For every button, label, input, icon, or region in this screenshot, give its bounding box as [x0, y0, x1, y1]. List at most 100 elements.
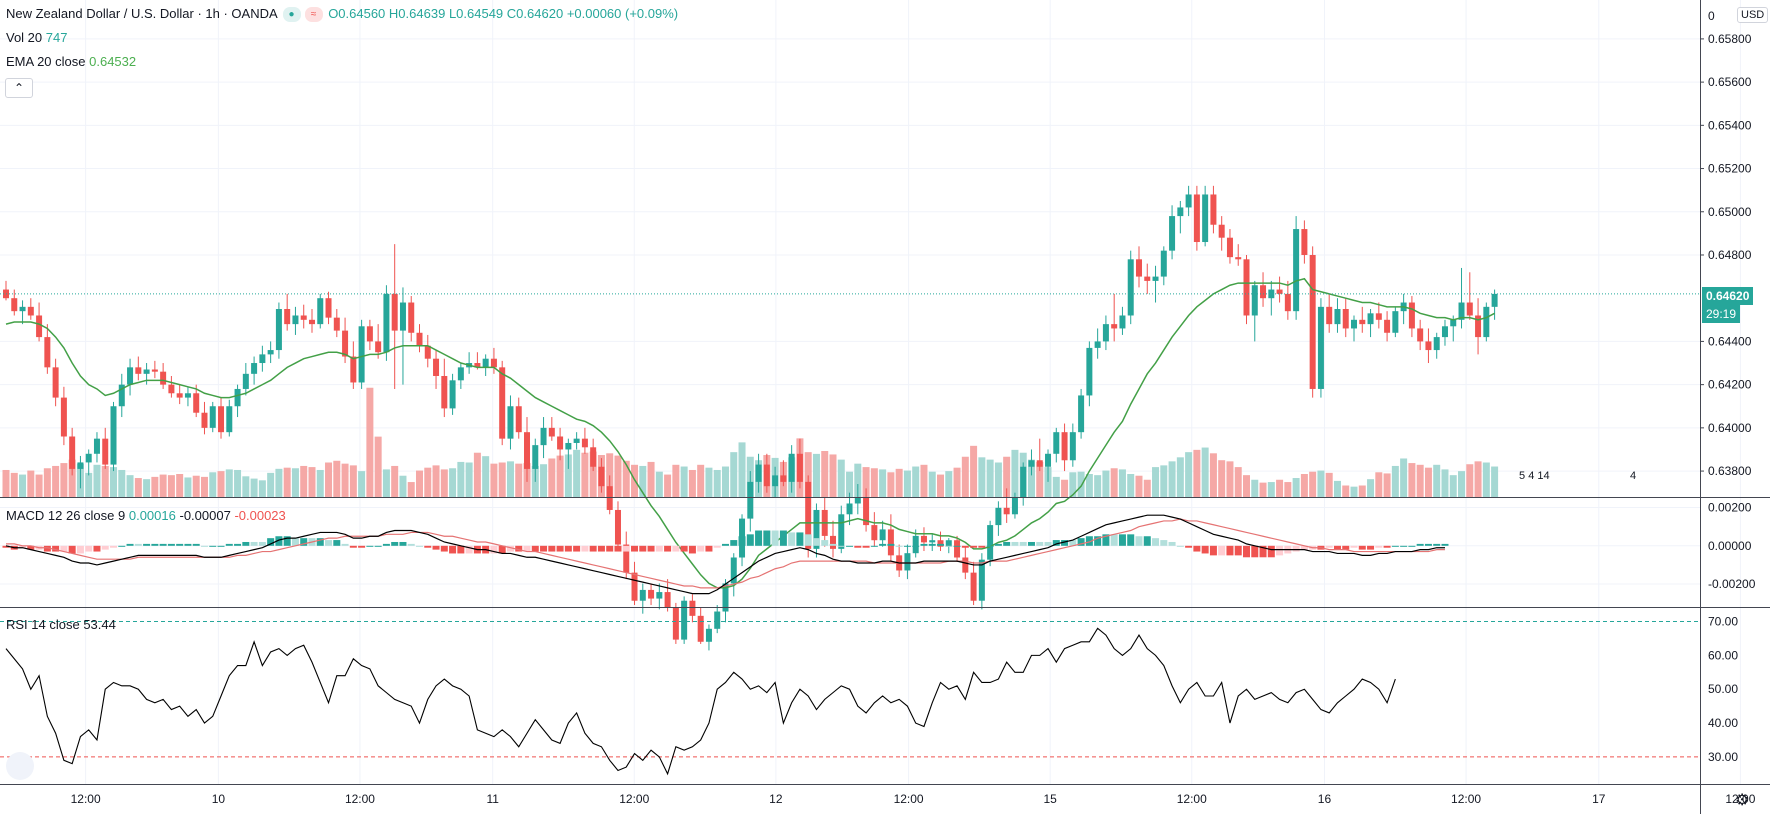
macd-histogram-bar: [498, 545, 506, 554]
volume-legend[interactable]: Vol 20 747: [6, 30, 67, 45]
macd-histogram-bar: [1325, 545, 1333, 548]
candle-body: [44, 337, 51, 368]
macd-line: [5, 514, 1445, 595]
grid-lines: [0, 0, 1741, 784]
event-marker-3[interactable]: 14: [1537, 470, 1550, 482]
volume-bar: [573, 449, 581, 497]
candle-body: [1334, 309, 1341, 325]
candle-body: [863, 497, 870, 526]
volume-bar: [1383, 473, 1391, 497]
macd-histogram-bar: [614, 545, 622, 552]
macd-histogram-bar: [76, 545, 84, 554]
volume-bar: [291, 468, 299, 497]
volume-bar: [1143, 479, 1151, 497]
volume-bar: [928, 471, 936, 497]
volume-bar: [1300, 474, 1308, 497]
macd-tick-label: -0.00200: [1708, 577, 1756, 591]
candle-body: [36, 315, 43, 338]
macd-histogram-bar: [738, 536, 746, 546]
candle-body: [772, 475, 779, 487]
volume-bar: [465, 462, 473, 497]
macd-histogram-bar: [970, 545, 978, 548]
market-open-icon[interactable]: ●: [282, 7, 301, 23]
collapse-legend-button[interactable]: ⌃: [5, 78, 33, 98]
event-marker-group-2[interactable]: 4: [1630, 470, 1636, 482]
macd-histogram-bar: [622, 545, 630, 552]
volume-bar: [192, 475, 200, 497]
volume-bar: [705, 467, 713, 497]
macd-histogram-bar: [27, 545, 35, 550]
volume-bar: [1226, 461, 1234, 497]
volume-bar: [60, 463, 68, 497]
volume-bar: [1118, 469, 1126, 497]
candle-body: [1169, 216, 1176, 251]
volume-bar: [68, 459, 76, 497]
volume-bar: [829, 454, 837, 497]
volume-bar: [506, 461, 514, 497]
candle-body: [1317, 306, 1324, 389]
volume-bar: [490, 463, 498, 497]
gear-icon[interactable]: ⚙: [1735, 792, 1750, 809]
volume-bar: [225, 469, 233, 497]
candle-body: [325, 298, 332, 318]
macd-histogram-bar: [581, 545, 589, 552]
candle-body: [267, 350, 274, 355]
volume-bar: [283, 467, 291, 497]
candle-body: [1202, 194, 1209, 243]
candle-body: [1284, 293, 1291, 312]
rsi-value: 53.44: [83, 617, 116, 632]
candle-body: [482, 358, 489, 368]
volume-bar: [93, 464, 101, 497]
macd-histogram-bar: [664, 545, 672, 552]
candle-body: [424, 345, 431, 359]
compare-icon[interactable]: ≈: [304, 7, 323, 23]
candle-body: [540, 427, 547, 446]
price-tick-label: 0.64800: [1708, 248, 1752, 262]
macd-histogram-bar: [1367, 545, 1375, 550]
candle-body: [135, 367, 142, 374]
candle-body: [77, 462, 84, 469]
volume-bar: [655, 471, 663, 497]
macd-histogram-bar: [1333, 545, 1341, 550]
macd-histogram-bar: [994, 543, 1002, 546]
volume-bar: [308, 467, 316, 497]
macd-legend[interactable]: MACD 12 26 close 9 0.00016 -0.00007 -0.0…: [6, 508, 286, 523]
low-value: L0.64549: [448, 6, 504, 21]
volume-bar: [110, 467, 118, 497]
macd-histogram-bar: [68, 545, 76, 554]
volume-bar: [1209, 453, 1217, 497]
candle-body: [954, 540, 961, 558]
event-marker-2[interactable]: 4: [1528, 470, 1535, 482]
volume-bar: [341, 463, 349, 497]
event-marker-4[interactable]: 4: [1630, 470, 1637, 482]
price-tick-label: 0.65600: [1708, 75, 1752, 89]
price-tick-label: 0.65800: [1708, 32, 1752, 46]
event-marker-1[interactable]: 5: [1519, 470, 1526, 482]
tradingview-logo-icon[interactable]: [6, 752, 34, 780]
candle-body: [474, 363, 481, 368]
candle-body: [565, 442, 572, 450]
volume-bar: [432, 465, 440, 497]
rsi-legend[interactable]: RSI 14 close 53.44: [6, 617, 116, 632]
candle-body: [151, 369, 158, 372]
currency-label[interactable]: USD: [1737, 7, 1769, 23]
macd-histogram-bar: [680, 545, 688, 552]
volume-bar: [333, 460, 341, 497]
macd-histogram-bar: [1102, 534, 1110, 546]
ema-legend[interactable]: EMA 20 close 0.64532: [6, 54, 136, 69]
price-tick-label: 0.64400: [1708, 334, 1752, 348]
candle-body: [987, 525, 994, 560]
macd-histogram-bar: [1424, 543, 1432, 546]
macd-histogram-bar: [1400, 545, 1408, 547]
macd-histogram-bar: [1185, 545, 1193, 548]
time-tick-label: 12:00: [71, 792, 101, 806]
volume-bar: [424, 467, 432, 497]
candle-body: [27, 306, 34, 316]
event-markers[interactable]: 5 4 14: [1519, 470, 1550, 482]
volume-bar: [1069, 472, 1077, 497]
time-tick-label: 15: [1043, 792, 1057, 806]
volume-bar: [953, 467, 961, 497]
macd-histogram-bar: [234, 543, 242, 546]
macd-histogram-bar: [1391, 545, 1399, 547]
